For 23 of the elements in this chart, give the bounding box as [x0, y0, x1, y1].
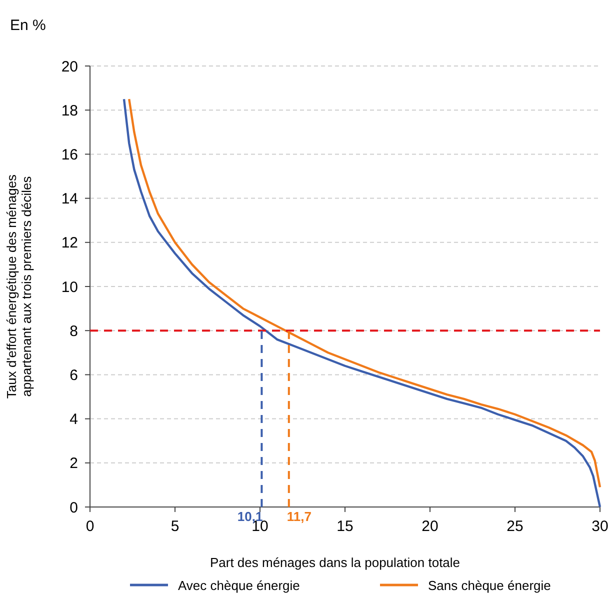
- y-tick-label: 16: [61, 146, 78, 164]
- x-axis-title: Part des ménages dans la population totale: [210, 555, 460, 570]
- y-tick-label: 18: [61, 102, 78, 120]
- y-tick-label: 2: [70, 455, 78, 472]
- y-tick-label: 20: [61, 58, 78, 76]
- y-tick-label: 10: [61, 278, 78, 296]
- chart-subtitle: En %: [10, 17, 46, 34]
- y-tick-label: 4: [70, 411, 78, 428]
- ref-line-label: 11,7: [286, 509, 312, 524]
- legend-label: Avec chèque énergie: [178, 578, 300, 593]
- y-tick-label: 6: [70, 366, 78, 384]
- y-tick-label: 12: [61, 234, 78, 252]
- y-tick-label: 0: [70, 499, 78, 516]
- x-tick-label: 5: [170, 518, 180, 535]
- y-axis-title: Taux d'effort énergétique des ménages appartenant aux trois premiers déciles: [4, 174, 34, 399]
- x-tick-label: 15: [336, 518, 354, 535]
- x-tick-label: 25: [506, 518, 524, 535]
- y-tick-label: 8: [70, 322, 78, 340]
- x-tick-label: 0: [86, 518, 94, 535]
- x-tick-label: 20: [422, 518, 438, 535]
- x-tick-label: 30: [592, 518, 608, 535]
- legend-label: Sans chèque énergie: [428, 578, 551, 593]
- y-tick-label: 14: [61, 190, 78, 208]
